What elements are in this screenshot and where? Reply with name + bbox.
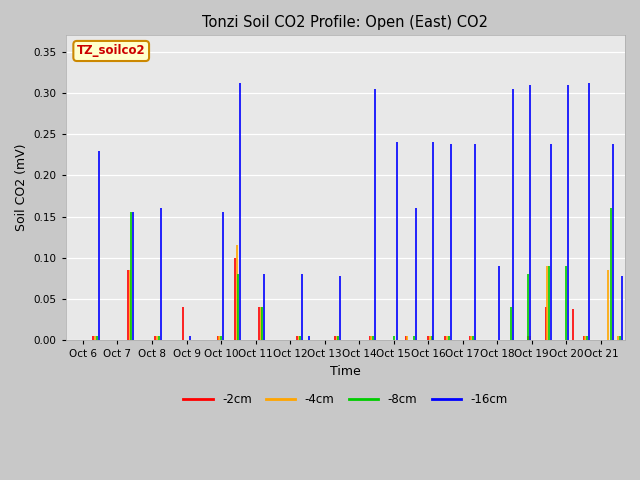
Text: TZ_soilco2: TZ_soilco2	[77, 45, 145, 58]
Legend: -2cm, -4cm, -8cm, -16cm: -2cm, -4cm, -8cm, -16cm	[179, 388, 513, 410]
Title: Tonzi Soil CO2 Profile: Open (East) CO2: Tonzi Soil CO2 Profile: Open (East) CO2	[202, 15, 488, 30]
Y-axis label: Soil CO2 (mV): Soil CO2 (mV)	[15, 144, 28, 231]
X-axis label: Time: Time	[330, 365, 361, 378]
